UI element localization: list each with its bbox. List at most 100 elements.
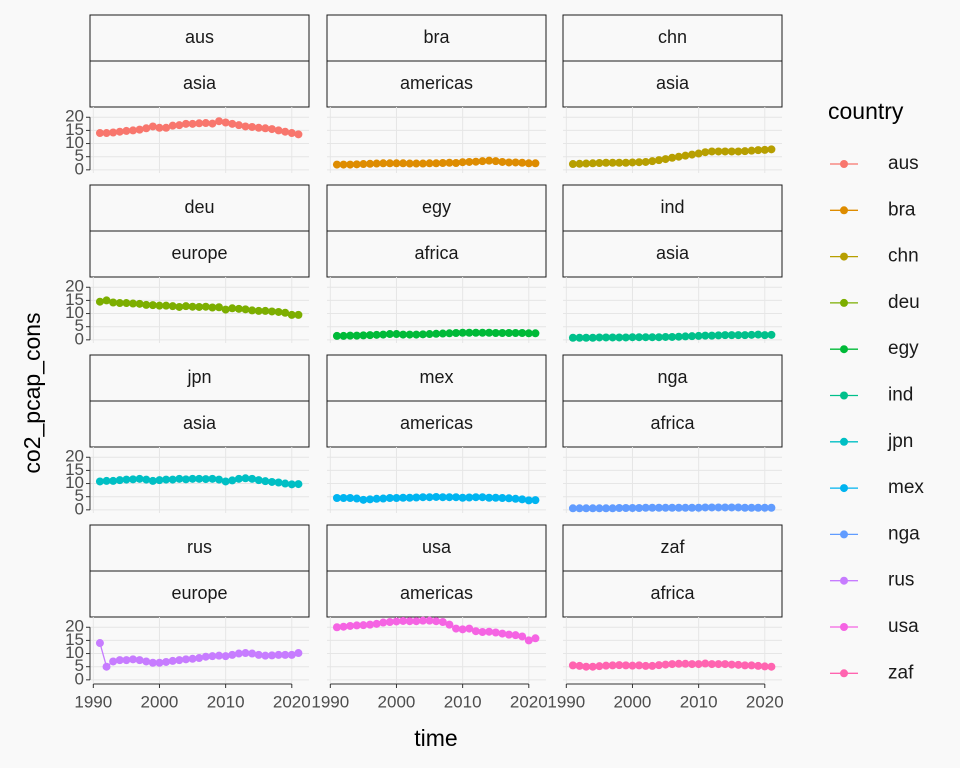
- data-point: [747, 146, 756, 155]
- data-point: [135, 656, 144, 665]
- data-point: [221, 118, 230, 127]
- data-point: [452, 493, 461, 502]
- data-point: [234, 121, 243, 130]
- data-point: [195, 654, 204, 663]
- strip-label: rus: [187, 537, 212, 557]
- data-point: [261, 477, 270, 486]
- legend-key: [840, 298, 848, 307]
- data-point: [372, 494, 381, 503]
- data-point: [155, 123, 164, 132]
- data-point: [721, 503, 730, 512]
- data-point: [582, 333, 591, 342]
- data-point: [287, 310, 296, 319]
- data-point: [102, 296, 111, 305]
- data-point: [688, 660, 697, 669]
- data-point: [661, 660, 670, 669]
- data-point: [168, 302, 177, 311]
- data-point: [575, 333, 584, 342]
- legend-label: mex: [888, 477, 924, 498]
- data-point: [379, 618, 388, 627]
- data-point: [122, 656, 131, 665]
- data-point: [575, 504, 584, 513]
- data-point: [109, 128, 118, 137]
- data-point: [694, 331, 703, 340]
- legend-key: [840, 530, 848, 539]
- data-point: [95, 297, 104, 306]
- data-point: [478, 328, 487, 337]
- data-point: [155, 301, 164, 310]
- data-point: [511, 158, 520, 167]
- data-point: [628, 661, 637, 670]
- data-point: [701, 331, 710, 340]
- data-point: [491, 628, 500, 637]
- data-point: [734, 660, 743, 669]
- strip-label: africa: [650, 583, 695, 603]
- data-point: [221, 305, 230, 314]
- data-point: [531, 329, 540, 338]
- data-point: [175, 121, 184, 130]
- data-point: [95, 477, 104, 486]
- data-point: [595, 159, 604, 168]
- data-point: [504, 494, 513, 503]
- data-point: [175, 656, 184, 665]
- data-point: [760, 503, 769, 512]
- data-point: [339, 494, 348, 503]
- y-tick-label: 20: [65, 617, 84, 636]
- data-point: [491, 329, 500, 338]
- data-point: [267, 307, 276, 316]
- x-tick-label: 1990: [74, 692, 112, 711]
- legend-key: [840, 206, 848, 215]
- x-tick-label: 1990: [311, 692, 349, 711]
- data-point: [399, 493, 408, 502]
- data-point: [241, 474, 250, 483]
- strip-label: jpn: [186, 367, 211, 387]
- data-point: [654, 503, 663, 512]
- legend-key: [840, 252, 848, 261]
- legend-title: country: [828, 98, 904, 124]
- strip: [562, 400, 783, 448]
- data-point: [221, 477, 230, 486]
- data-point: [674, 332, 683, 341]
- data-point: [366, 331, 375, 340]
- data-point: [221, 652, 230, 661]
- strip: [89, 400, 310, 448]
- data-point: [524, 636, 533, 645]
- strip: [326, 570, 547, 618]
- data-point: [195, 302, 204, 311]
- strip: [326, 524, 547, 572]
- x-tick-label: 2010: [444, 692, 482, 711]
- data-point: [747, 503, 756, 512]
- legend-key: [840, 437, 848, 446]
- data-point: [412, 617, 421, 626]
- data-point: [122, 475, 131, 484]
- data-point: [379, 494, 388, 503]
- data-point: [747, 330, 756, 339]
- data-point: [241, 122, 250, 131]
- data-point: [681, 151, 690, 160]
- strip-label: africa: [414, 243, 459, 263]
- data-point: [332, 494, 341, 503]
- data-point: [405, 493, 414, 502]
- data-point: [148, 476, 157, 485]
- data-point: [478, 157, 487, 166]
- data-point: [485, 328, 494, 337]
- data-point: [754, 661, 763, 670]
- data-point: [518, 158, 527, 167]
- data-point: [754, 330, 763, 339]
- data-point: [668, 153, 677, 162]
- strip-label: nga: [657, 367, 688, 387]
- legend-label: deu: [888, 292, 920, 313]
- data-point: [234, 474, 243, 483]
- data-point: [438, 493, 447, 502]
- data-point: [181, 119, 190, 128]
- strip-label: aus: [185, 27, 214, 47]
- data-point: [188, 654, 197, 663]
- data-point: [372, 619, 381, 628]
- data-point: [674, 152, 683, 161]
- data-point: [524, 329, 533, 338]
- data-point: [438, 159, 447, 168]
- data-point: [228, 476, 237, 485]
- strip: [562, 354, 783, 402]
- data-point: [135, 474, 144, 483]
- data-point: [372, 159, 381, 168]
